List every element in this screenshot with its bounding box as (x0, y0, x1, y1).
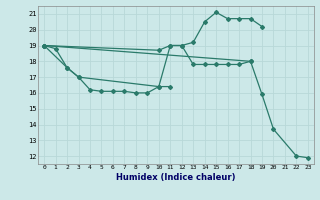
X-axis label: Humidex (Indice chaleur): Humidex (Indice chaleur) (116, 173, 236, 182)
